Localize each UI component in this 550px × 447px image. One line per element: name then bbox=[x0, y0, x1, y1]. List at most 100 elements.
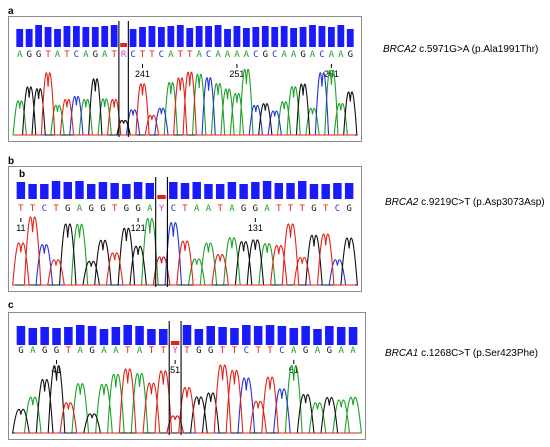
trace-g bbox=[11, 365, 359, 434]
gene-name-c: BRCA1 bbox=[385, 348, 419, 359]
base-call: A bbox=[196, 50, 202, 60]
trace-a bbox=[12, 68, 355, 136]
base-call: C bbox=[206, 50, 211, 60]
quality-bar bbox=[40, 327, 49, 345]
quality-bar bbox=[110, 183, 119, 199]
quality-bar bbox=[28, 328, 38, 345]
base-call: G bbox=[300, 50, 305, 60]
base-call: G bbox=[36, 50, 41, 60]
quality-bar bbox=[157, 195, 166, 199]
base-call: T bbox=[149, 50, 155, 60]
base-call: C bbox=[253, 50, 258, 60]
base-call: A bbox=[225, 50, 231, 60]
quality-bar bbox=[277, 326, 287, 345]
variant-text-a: c.5971G>A (p.Ala1991Thr) bbox=[416, 44, 539, 55]
variant-text-c: c.1268C>T (p.Ser423Phe) bbox=[418, 348, 538, 359]
trace-c bbox=[15, 377, 359, 434]
quality-bar bbox=[111, 327, 121, 345]
quality-bar bbox=[75, 325, 85, 345]
base-call: G bbox=[346, 204, 351, 214]
quality-bar bbox=[123, 325, 132, 345]
quality-bar bbox=[206, 326, 215, 345]
quality-bar bbox=[271, 27, 279, 47]
base-call: A bbox=[137, 346, 143, 356]
quality-bar bbox=[133, 182, 143, 199]
quality-bar bbox=[318, 26, 326, 47]
quality-bar bbox=[35, 25, 43, 47]
quality-bar bbox=[344, 183, 354, 199]
trace-t bbox=[15, 364, 359, 434]
quality-bar bbox=[215, 184, 225, 199]
quality-bar bbox=[262, 181, 272, 199]
quality-bar bbox=[64, 327, 73, 345]
base-call: T bbox=[255, 346, 261, 356]
base-call: C bbox=[244, 346, 249, 356]
quality-bar bbox=[301, 326, 310, 345]
base-call: A bbox=[291, 50, 297, 60]
quality-bar bbox=[157, 27, 165, 47]
quality-bar bbox=[180, 183, 190, 199]
quality-bar bbox=[120, 43, 128, 47]
quality-bar bbox=[176, 25, 184, 47]
quality-bar bbox=[147, 329, 156, 345]
quality-bar bbox=[333, 183, 342, 199]
base-call: A bbox=[55, 50, 61, 60]
gene-name-a: BRCA2 bbox=[383, 44, 417, 55]
quality-bar bbox=[337, 25, 345, 47]
quality-bar bbox=[25, 29, 33, 47]
quality-bar bbox=[86, 184, 96, 199]
variant-text-b: c.9219C>T (p.Asp3073Asp) bbox=[418, 197, 545, 208]
quality-bar bbox=[87, 326, 97, 345]
panel-a-letter: a bbox=[8, 6, 14, 17]
variant-caption-c: BRCA1 c.1268C>T (p.Ser423Phe) bbox=[385, 348, 538, 359]
quality-bar bbox=[167, 26, 175, 47]
quality-bar bbox=[242, 28, 250, 47]
base-call: T bbox=[64, 50, 70, 60]
quality-bar bbox=[336, 327, 346, 345]
quality-bar bbox=[54, 29, 61, 47]
position-label: 61 bbox=[289, 365, 299, 375]
quality-bar bbox=[253, 326, 263, 345]
quality-bar bbox=[261, 26, 269, 47]
base-call: G bbox=[241, 204, 246, 214]
base-call: A bbox=[310, 50, 316, 60]
base-call: A bbox=[315, 346, 321, 356]
base-call: T bbox=[53, 204, 59, 214]
base-call: A bbox=[30, 346, 36, 356]
base-call: G bbox=[88, 204, 93, 214]
variant-caption-a: BRCA2 c.5971G>A (p.Ala1991Thr) bbox=[383, 44, 538, 55]
trace-a bbox=[15, 218, 355, 286]
base-call: C bbox=[171, 204, 176, 214]
panel-b-letter: b bbox=[8, 156, 15, 167]
base-call: C bbox=[74, 50, 79, 60]
base-call: T bbox=[182, 204, 188, 214]
base-call: C bbox=[279, 346, 284, 356]
base-call: A bbox=[329, 50, 335, 60]
base-call: A bbox=[229, 204, 235, 214]
quality-bar bbox=[122, 184, 131, 199]
base-call: C bbox=[272, 50, 277, 60]
quality-bar bbox=[82, 27, 90, 47]
base-call: A bbox=[101, 346, 107, 356]
quality-bar bbox=[16, 29, 24, 47]
quality-bar bbox=[16, 182, 26, 199]
base-call: G bbox=[196, 346, 201, 356]
base-call: G bbox=[253, 204, 258, 214]
base-call: T bbox=[232, 346, 238, 356]
base-call: A bbox=[264, 204, 270, 214]
base-call: T bbox=[217, 204, 223, 214]
panel-c-letter: c bbox=[8, 300, 14, 311]
base-call: R bbox=[121, 50, 127, 60]
quality-bar bbox=[72, 26, 80, 47]
base-call: A bbox=[113, 346, 119, 356]
quality-bar bbox=[299, 27, 307, 47]
base-call: T bbox=[187, 50, 193, 60]
base-call: A bbox=[234, 50, 240, 60]
base-call: G bbox=[89, 346, 94, 356]
quality-bar bbox=[169, 182, 178, 199]
base-call: C bbox=[319, 50, 324, 60]
quality-bar bbox=[290, 28, 298, 47]
quality-bar bbox=[348, 327, 358, 345]
base-call: T bbox=[18, 204, 24, 214]
